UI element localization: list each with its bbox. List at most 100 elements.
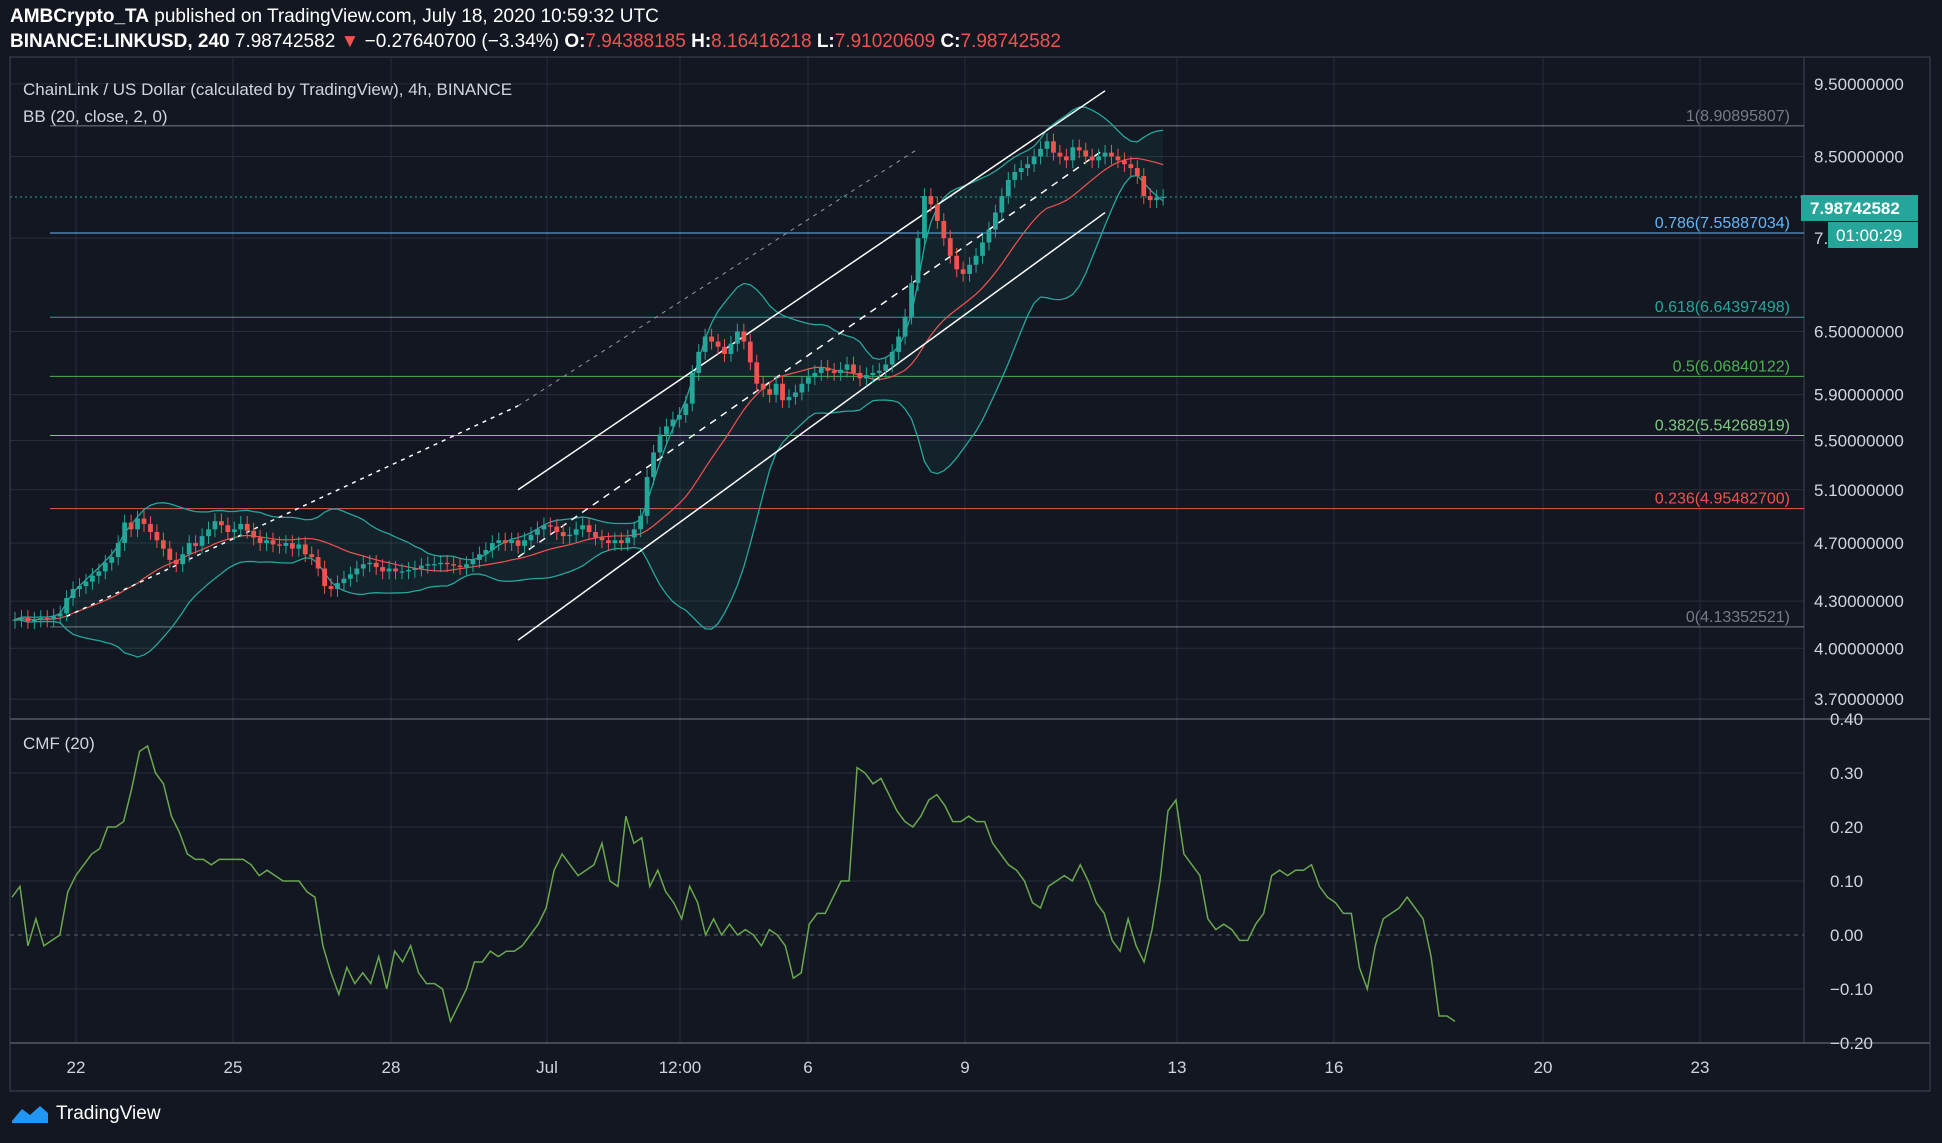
- candle-body: [173, 559, 179, 565]
- candle-body: [367, 562, 373, 565]
- candle-body: [322, 568, 327, 587]
- candle-body: [1096, 156, 1101, 161]
- candle-body: [657, 434, 663, 453]
- y-tick-label: 5.50000000: [1814, 431, 1904, 450]
- candle-body: [1051, 141, 1056, 153]
- candle-body: [38, 617, 44, 620]
- candle-body: [354, 568, 360, 575]
- author-name[interactable]: AMBCrypto_TA: [10, 6, 149, 27]
- candle-body: [1018, 168, 1024, 173]
- candle-body: [412, 568, 418, 570]
- candle-body: [1089, 156, 1095, 161]
- bb-fill: [15, 107, 1164, 658]
- brand-label: TradingView: [56, 1103, 161, 1124]
- candle-body: [64, 598, 69, 614]
- candle-body: [612, 540, 618, 544]
- candle-body: [102, 562, 108, 572]
- published-text: published on TradingView.com, July 18, 2…: [154, 6, 659, 27]
- candle-body: [896, 336, 902, 352]
- candle-body: [986, 229, 992, 243]
- x-tick-label: 13: [1168, 1058, 1187, 1077]
- x-tick-label: 6: [803, 1058, 812, 1077]
- countdown-badge-text: 01:00:29: [1836, 226, 1902, 245]
- candle-body: [831, 370, 837, 373]
- candle-body: [902, 316, 908, 337]
- candle-body: [270, 540, 276, 545]
- candle-body: [928, 196, 934, 205]
- bb-legend: BB (20, close, 2, 0): [23, 107, 168, 126]
- y-tick-label: 9.50000000: [1814, 75, 1904, 94]
- candle-body: [1147, 196, 1153, 201]
- candle-body: [967, 264, 972, 274]
- candle-body: [696, 351, 702, 373]
- candle-body: [90, 575, 95, 582]
- candle-body: [728, 343, 734, 354]
- cmf-line: [11, 744, 1456, 1024]
- candle-body: [444, 562, 450, 565]
- candle-body: [1109, 152, 1114, 157]
- candle-body: [380, 567, 386, 572]
- candle-body: [960, 269, 966, 274]
- channel-lower-line: [517, 211, 1106, 641]
- candle-body: [122, 522, 128, 544]
- candle-body: [915, 238, 921, 284]
- candle-body: [876, 370, 882, 373]
- x-tick-label: 20: [1534, 1058, 1553, 1077]
- ohlc-header: BINANCE:LINKUSD, 240 7.98742582 ▼ −0.276…: [10, 31, 1061, 53]
- candle-body: [251, 530, 257, 538]
- candle-body: [747, 341, 753, 363]
- x-tick-label: 22: [67, 1058, 86, 1077]
- cmf-tick-label: 0.00: [1830, 926, 1863, 945]
- candle-body: [96, 571, 102, 576]
- candle-body: [838, 369, 843, 373]
- candle-body: [786, 396, 792, 401]
- candle-body: [535, 529, 540, 535]
- candle-body: [980, 242, 985, 256]
- channel-extension-line: [66, 405, 519, 618]
- candle-body: [328, 586, 334, 590]
- channel-mid-line: [517, 148, 1106, 558]
- candle-body: [618, 540, 624, 544]
- candle-body: [638, 515, 644, 530]
- candle-body: [799, 383, 805, 393]
- candle-body: [238, 523, 244, 530]
- candle-body: [664, 426, 669, 435]
- tradingview-brand[interactable]: TradingView: [10, 1103, 161, 1125]
- candle-body: [1012, 172, 1018, 180]
- open-label: O:: [564, 31, 586, 52]
- cmf-tick-label: 0.40: [1830, 710, 1863, 729]
- candle-body: [722, 346, 727, 354]
- candle-body: [1134, 168, 1140, 176]
- candle-body: [496, 540, 502, 544]
- candle-body: [44, 617, 50, 620]
- candle-body: [573, 529, 579, 535]
- candle-body: [954, 255, 960, 270]
- y-tick-label: 4.30000000: [1814, 592, 1904, 611]
- candle-body: [257, 537, 263, 544]
- candle-body: [1044, 141, 1050, 149]
- candle-body: [818, 367, 824, 373]
- candle-body: [1122, 160, 1127, 165]
- y-tick-label: 3.70000000: [1814, 690, 1904, 709]
- candle-body: [109, 557, 115, 563]
- candle-body: [464, 564, 469, 568]
- candle-body: [12, 619, 18, 621]
- x-tick-label: 12:00: [659, 1058, 702, 1077]
- candle-body: [773, 383, 779, 395]
- last-price-badge-bg: [1801, 195, 1918, 221]
- candle-body: [689, 372, 695, 404]
- candle-body: [676, 414, 682, 420]
- candle-body: [593, 532, 598, 538]
- candle-body: [780, 383, 785, 401]
- candle-body: [1102, 152, 1108, 157]
- candle-body: [77, 586, 82, 590]
- chart-title: ChainLink / US Dollar (calculated by Tra…: [23, 80, 512, 99]
- candle-body: [857, 372, 863, 379]
- candle-body: [160, 540, 166, 549]
- candle-body: [541, 525, 547, 530]
- candle-body: [883, 364, 889, 371]
- candle-body: [457, 565, 463, 568]
- candle-body: [870, 372, 876, 376]
- candle-body: [1025, 164, 1031, 169]
